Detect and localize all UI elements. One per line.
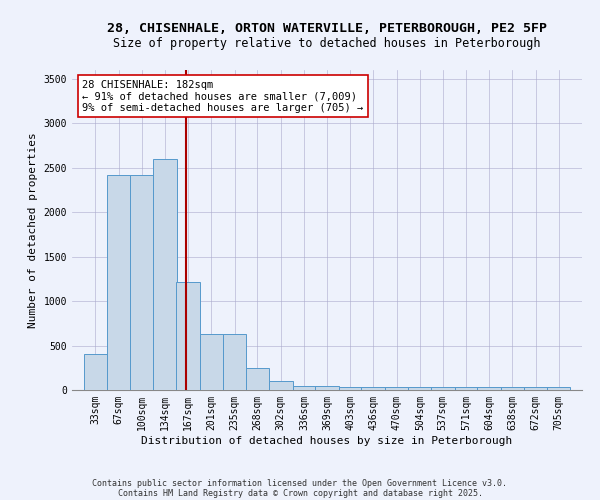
Bar	[477, 388, 500, 390]
Bar	[500, 388, 524, 390]
Bar	[269, 381, 293, 390]
Bar	[223, 334, 247, 390]
Text: Size of property relative to detached houses in Peterborough: Size of property relative to detached ho…	[113, 38, 541, 51]
Bar	[199, 334, 223, 390]
Bar	[361, 388, 385, 390]
Bar	[84, 354, 107, 390]
Text: Contains HM Land Registry data © Crown copyright and database right 2025.: Contains HM Land Registry data © Crown c…	[118, 488, 482, 498]
Bar	[524, 388, 548, 390]
Y-axis label: Number of detached properties: Number of detached properties	[28, 132, 38, 328]
Bar	[339, 388, 362, 390]
Bar	[130, 175, 154, 390]
Text: Contains public sector information licensed under the Open Government Licence v3: Contains public sector information licen…	[92, 478, 508, 488]
Bar	[176, 282, 199, 390]
Bar	[547, 388, 570, 390]
Bar	[431, 388, 455, 390]
Bar	[293, 386, 316, 390]
Bar	[107, 175, 131, 390]
Bar	[385, 388, 409, 390]
Bar	[409, 388, 432, 390]
Bar	[154, 159, 177, 390]
Bar	[245, 368, 269, 390]
X-axis label: Distribution of detached houses by size in Peterborough: Distribution of detached houses by size …	[142, 436, 512, 446]
Text: 28, CHISENHALE, ORTON WATERVILLE, PETERBOROUGH, PE2 5FP: 28, CHISENHALE, ORTON WATERVILLE, PETERB…	[107, 22, 547, 36]
Text: 28 CHISENHALE: 182sqm
← 91% of detached houses are smaller (7,009)
9% of semi-de: 28 CHISENHALE: 182sqm ← 91% of detached …	[82, 80, 364, 113]
Bar	[455, 388, 478, 390]
Bar	[315, 386, 339, 390]
